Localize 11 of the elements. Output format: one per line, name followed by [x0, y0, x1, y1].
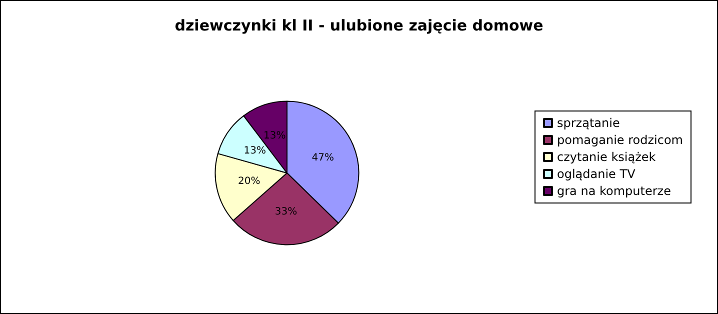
legend-label: czytanie książek	[557, 150, 656, 164]
data-label: 47%	[312, 152, 334, 164]
data-label: 13%	[244, 146, 266, 157]
chart-title: dziewczynki kl II - ulubione zajęcie domowe	[174, 16, 544, 34]
data-label: 13%	[264, 130, 286, 142]
legend-label: pomaganie rodzicom	[557, 133, 683, 147]
legend-label: gra na komputerze	[557, 184, 671, 198]
legend-label: oglądanie TV	[557, 167, 636, 181]
legend-label: sprzątanie	[557, 116, 620, 130]
data-label: 20%	[238, 176, 260, 188]
data-label: 33%	[274, 206, 298, 218]
